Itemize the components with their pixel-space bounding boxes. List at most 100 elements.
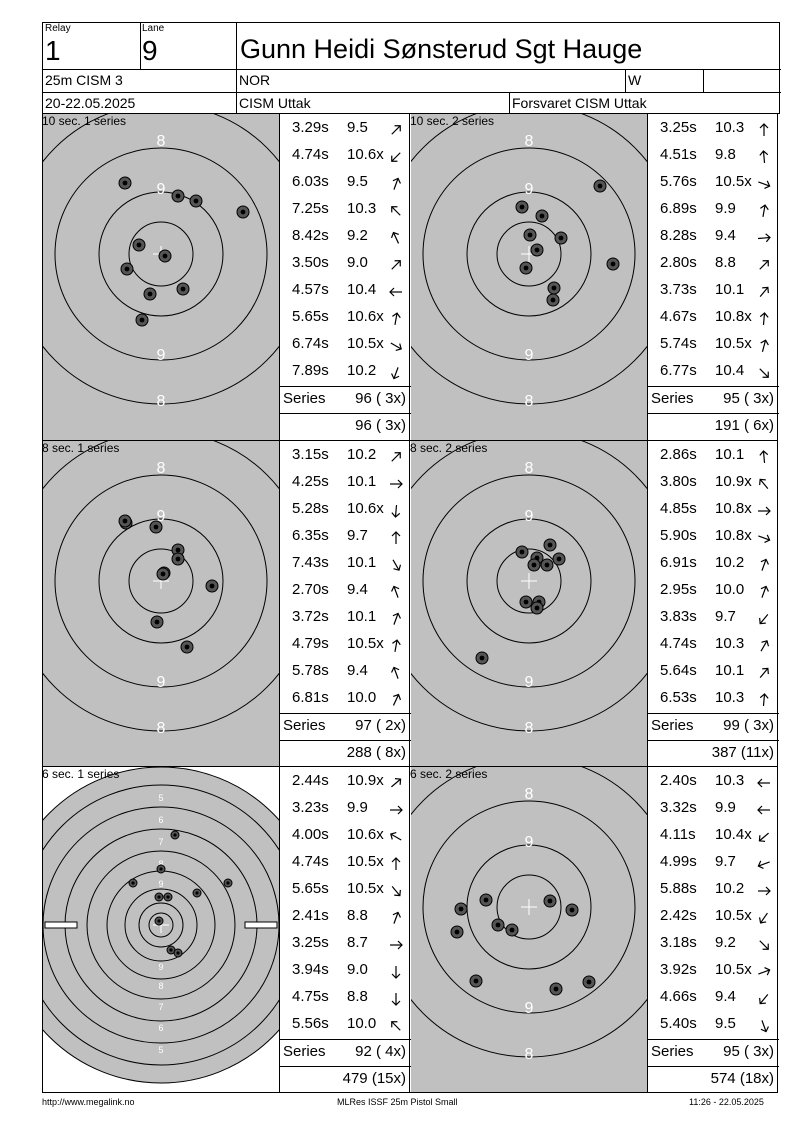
shot-time: 4.74s [660,635,697,652]
ring-label: 5 [158,1045,163,1055]
shot-direction [756,881,772,897]
shot-hole-center [193,198,199,204]
shot-score: 8.8 [715,254,736,271]
target-marker [244,921,278,929]
direction-arrow-icon [391,504,401,518]
shot-row: 2.41s 8.8 [280,902,411,929]
shot-time: 3.18s [660,934,697,951]
shot-direction [756,773,772,789]
shot-hole-center [175,547,181,553]
target-background [43,114,279,441]
ring-label: 8 [157,133,166,150]
event-name: 25m CISM 3 [45,72,123,88]
direction-arrow-icon [758,967,771,976]
shot-hole-center [544,562,550,568]
shot-time: 5.65s [292,308,329,325]
direction-arrow-icon [758,180,771,189]
score-table: 2.44s 10.9x 3.23s 9.9 4.00s 10.6x 4.74s 10.5x 5.… [279,767,411,1093]
shot-direction [756,609,772,625]
shot-score: 10.6x [347,146,384,163]
shot-score: 9.9 [347,799,368,816]
shot-time: 3.29s [292,119,329,136]
target-ring [422,474,636,688]
shot-row: 2.95s 10.0 [648,576,779,603]
target-ring [411,767,647,1058]
ring-label: 9 [158,962,163,972]
shot-direction [388,120,404,136]
shot-score: 10.5x [347,880,384,897]
direction-arrow-icon [391,778,402,788]
shot-direction [388,636,404,653]
direction-arrow-icon [759,667,769,678]
direction-arrow-icon [392,559,402,571]
panel-frame-left [42,114,43,1093]
running-total: 288 ( 8x) [346,744,406,761]
target-ring [411,441,647,732]
shot-time: 4.57s [292,281,329,298]
target-background [411,114,647,441]
direction-arrow-icon [759,940,769,950]
shot-time: 2.70s [292,581,329,598]
shot-time: 6.89s [660,200,697,217]
series-title: 10 sec. 2 series [410,114,495,128]
shot-row: 4.99s 9.7 [648,848,779,875]
shot-time: 4.51s [660,146,697,163]
shot-score: 10.5x [347,635,384,652]
direction-arrow-icon [758,534,771,543]
shot-direction [388,174,404,190]
shot-hole-center [157,895,161,899]
rapid-fire-target: 8 9 9 8 [43,114,279,441]
direction-arrow-icon [759,478,769,489]
target-ring [43,114,279,405]
target-view: 8 9 9 8 [411,767,647,1093]
shot-row: 5.56s 10.0 [280,1010,411,1037]
shot-time: 6.35s [292,527,329,544]
direction-arrow-icon [760,585,769,598]
club-name: Forsvaret CISM Uttak [512,95,647,111]
shot-hole-center [597,183,603,189]
shot-direction [388,989,404,1006]
shot-direction [756,636,772,652]
shot-row: 3.72s 10.1 [280,603,411,630]
shot-time: 2.42s [660,907,697,924]
series-title: 8 sec. 1 series [42,441,120,455]
shot-row: 3.23s 9.9 [280,794,411,821]
shot-time: 3.73s [660,281,697,298]
shot-time: 3.94s [292,961,329,978]
shot-hole-center [175,556,181,562]
score-table: 3.25s 10.3 4.51s 9.8 5.76s 10.5x 6.89s 9.9 8.28s… [647,114,779,441]
shot-row: 6.35s 9.7 [280,522,411,549]
ring-label: 8 [525,460,534,477]
shot-hole-center [534,605,540,611]
shot-score: 10.2 [347,446,377,463]
shot-score: 8.7 [347,934,368,951]
target-background [43,441,279,767]
shot-hole-center [458,906,464,912]
shot-row: 3.18s 9.2 [648,929,779,956]
series-total: 96 ( 3x) [355,390,406,407]
shot-direction [388,800,404,816]
shot-score: 10.4 [715,362,745,379]
shot-time: 4.99s [660,853,697,870]
shot-hole-center [136,242,142,248]
ring-label: 9 [157,674,166,691]
direction-arrow-icon [759,123,769,136]
shot-hole-center [160,571,166,577]
shot-direction [756,255,772,271]
target-ring [54,147,268,361]
shot-direction [388,447,404,463]
shot-direction [756,201,772,218]
shot-hole-center [531,562,537,568]
series-panel: 8 9 9 8 6 sec. 2 series 2.40s 10.3 3.32s 9.9 4.11… [410,767,779,1093]
ring-label: 9 [525,674,534,691]
shot-hole-center [169,948,173,952]
shot-row: 6.53s 10.3 [648,684,779,711]
ring-label: 9 [525,834,534,851]
direction-arrow-icon [391,966,401,979]
direction-arrow-icon [391,367,400,380]
direction-arrow-icon [391,585,400,598]
footer-website[interactable]: http://www.megalink.no [42,1097,135,1107]
shot-score: 10.5x [347,335,384,352]
shot-score: 9.5 [715,1015,736,1032]
shot-direction [388,935,404,951]
